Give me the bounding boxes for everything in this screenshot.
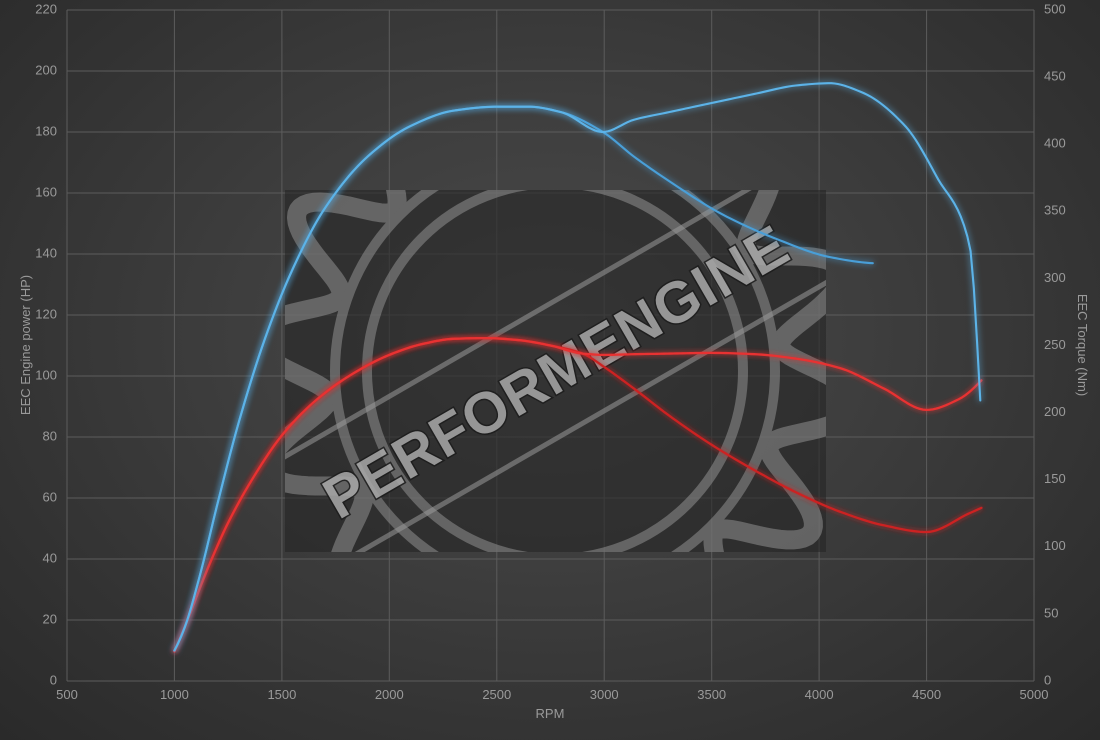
svg-text:350: 350 [1044, 203, 1066, 218]
svg-text:500: 500 [56, 687, 78, 702]
svg-text:250: 250 [1044, 337, 1066, 352]
svg-text:400: 400 [1044, 136, 1066, 151]
svg-text:160: 160 [35, 184, 57, 199]
svg-text:60: 60 [43, 489, 57, 504]
svg-text:200: 200 [1044, 404, 1066, 419]
svg-text:RPM: RPM [536, 706, 565, 721]
svg-text:1000: 1000 [160, 687, 189, 702]
svg-text:220: 220 [35, 1, 57, 16]
svg-text:4000: 4000 [805, 687, 834, 702]
svg-text:50: 50 [1044, 605, 1058, 620]
svg-text:150: 150 [1044, 471, 1066, 486]
svg-text:20: 20 [43, 611, 57, 626]
svg-text:5000: 5000 [1020, 687, 1049, 702]
svg-text:EEC Torque (Nm): EEC Torque (Nm) [1075, 294, 1090, 396]
svg-text:100: 100 [1044, 538, 1066, 553]
svg-text:0: 0 [1044, 672, 1051, 687]
svg-text:40: 40 [43, 550, 57, 565]
svg-text:450: 450 [1044, 69, 1066, 84]
svg-text:4500: 4500 [912, 687, 941, 702]
svg-text:2500: 2500 [482, 687, 511, 702]
svg-text:140: 140 [35, 245, 57, 260]
svg-text:1500: 1500 [267, 687, 296, 702]
svg-text:300: 300 [1044, 270, 1066, 285]
svg-text:100: 100 [35, 367, 57, 382]
svg-text:2000: 2000 [375, 687, 404, 702]
svg-text:80: 80 [43, 428, 57, 443]
svg-text:EEC Engine power (HP): EEC Engine power (HP) [18, 275, 33, 415]
svg-text:3500: 3500 [697, 687, 726, 702]
svg-text:200: 200 [35, 62, 57, 77]
svg-text:500: 500 [1044, 1, 1066, 16]
svg-text:120: 120 [35, 306, 57, 321]
svg-text:0: 0 [50, 672, 57, 687]
svg-text:180: 180 [35, 123, 57, 138]
svg-text:3000: 3000 [590, 687, 619, 702]
